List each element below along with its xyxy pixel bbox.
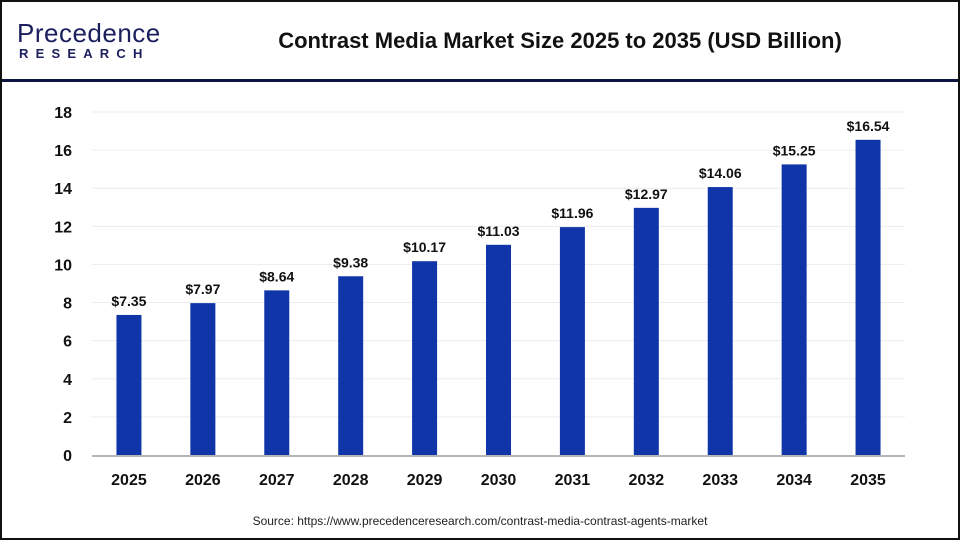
bar-2033 bbox=[707, 187, 733, 455]
x-tick-label: 2030 bbox=[481, 472, 517, 489]
x-tick-label: 2034 bbox=[776, 472, 812, 489]
data-label-2032: $12.97 bbox=[625, 186, 668, 202]
data-label-2025: $7.35 bbox=[111, 293, 146, 309]
bar-2034 bbox=[781, 164, 807, 455]
data-label-2035: $16.54 bbox=[847, 118, 890, 134]
x-tick-label: 2033 bbox=[702, 472, 738, 489]
y-tick-label: 8 bbox=[63, 296, 72, 313]
logo-text-top: Precedence bbox=[17, 18, 161, 48]
y-tick-label: 14 bbox=[54, 181, 72, 198]
data-label-2029: $10.17 bbox=[403, 239, 446, 255]
x-tick-label: 2028 bbox=[333, 472, 369, 489]
x-tick-label: 2025 bbox=[111, 472, 147, 489]
data-label-2031: $11.96 bbox=[551, 205, 593, 221]
y-tick-label: 2 bbox=[63, 410, 72, 427]
x-tick-label: 2027 bbox=[259, 472, 295, 489]
logo: Precedence RESEARCH bbox=[17, 20, 167, 62]
x-tick-label: 2029 bbox=[407, 472, 443, 489]
x-tick-label: 2035 bbox=[850, 472, 886, 489]
x-tick-label: 2032 bbox=[629, 472, 665, 489]
y-tick-label: 0 bbox=[63, 448, 72, 465]
x-tick-label: 2026 bbox=[185, 472, 221, 489]
bar-2026 bbox=[190, 303, 216, 455]
data-label-2034: $15.25 bbox=[773, 142, 816, 158]
header-divider bbox=[2, 79, 958, 82]
bar-2030 bbox=[486, 244, 511, 455]
x-tick-label: 2031 bbox=[555, 472, 591, 489]
data-label-2026: $7.97 bbox=[185, 281, 220, 297]
bar-2029 bbox=[412, 261, 438, 455]
bar-2025 bbox=[116, 314, 142, 455]
chart-title: Contrast Media Market Size 2025 to 2035 … bbox=[278, 28, 842, 53]
y-tick-label: 6 bbox=[63, 334, 72, 351]
logo-text-bottom: RESEARCH bbox=[19, 46, 150, 61]
data-label-2027: $8.64 bbox=[259, 268, 294, 284]
bar-2032 bbox=[633, 207, 659, 455]
bar-2027 bbox=[264, 290, 290, 455]
y-tick-label: 4 bbox=[63, 372, 72, 389]
bar-2035 bbox=[855, 139, 881, 455]
y-tick-label: 16 bbox=[54, 143, 72, 160]
data-label-2028: $9.38 bbox=[333, 254, 368, 270]
y-tick-label: 18 bbox=[54, 105, 72, 122]
data-label-2030: $11.03 bbox=[477, 223, 519, 239]
y-tick-label: 10 bbox=[54, 257, 72, 274]
bar-2031 bbox=[559, 227, 585, 455]
bar-2028 bbox=[338, 276, 364, 455]
y-tick-label: 12 bbox=[54, 219, 72, 236]
data-label-2033: $14.06 bbox=[699, 165, 742, 181]
source-text: Source: https://www.precedenceresearch.c… bbox=[252, 514, 708, 528]
